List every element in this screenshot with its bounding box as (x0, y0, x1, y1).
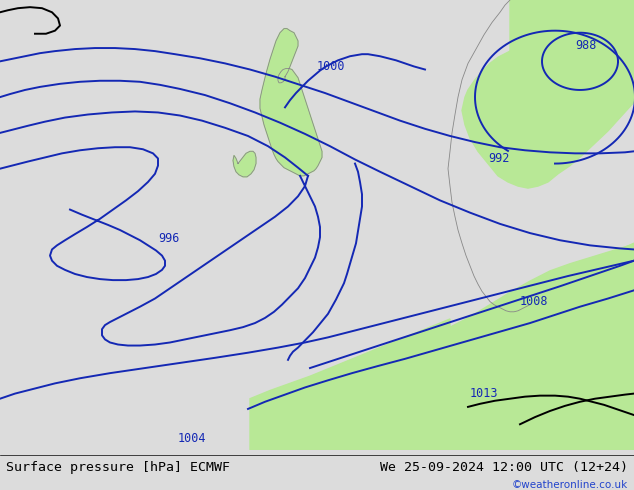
Text: ©weatheronline.co.uk: ©weatheronline.co.uk (512, 480, 628, 490)
Polygon shape (250, 319, 450, 450)
Text: 996: 996 (158, 232, 179, 245)
Text: 1004: 1004 (178, 432, 207, 444)
Text: We 25-09-2024 12:00 UTC (12+24): We 25-09-2024 12:00 UTC (12+24) (380, 462, 628, 474)
Text: Surface pressure [hPa] ECMWF: Surface pressure [hPa] ECMWF (6, 462, 230, 474)
Polygon shape (260, 28, 322, 176)
Text: 1000: 1000 (317, 59, 346, 73)
Polygon shape (510, 0, 634, 158)
Text: 992: 992 (488, 151, 509, 165)
Text: 1008: 1008 (520, 294, 548, 308)
Polygon shape (430, 244, 634, 450)
Polygon shape (300, 244, 634, 450)
Polygon shape (233, 151, 256, 177)
Text: 1013: 1013 (470, 387, 498, 400)
Polygon shape (462, 0, 634, 188)
Text: 988: 988 (575, 39, 597, 52)
